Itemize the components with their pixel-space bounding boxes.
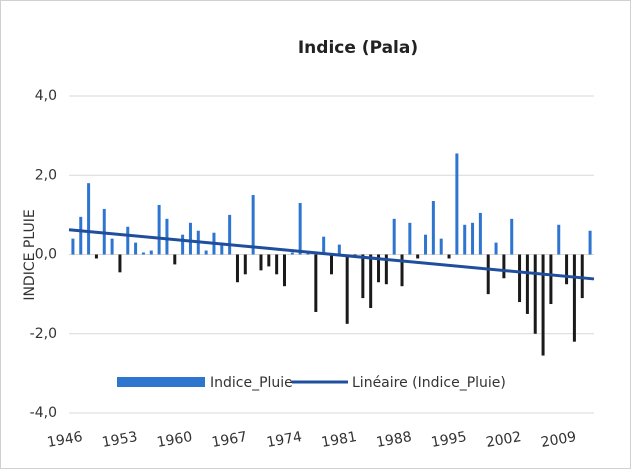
- bar: [259, 254, 263, 271]
- y-tick-label: 0,0: [35, 247, 57, 263]
- bar: [463, 224, 467, 255]
- bar: [181, 234, 185, 255]
- bar: [204, 250, 208, 255]
- x-tick-label: 1981: [320, 429, 358, 451]
- bar: [314, 254, 318, 312]
- bar: [525, 254, 529, 314]
- bar: [580, 254, 584, 299]
- trend-line: [68, 228, 595, 281]
- bar: [235, 254, 239, 283]
- chart-title: Indice (Pala): [298, 38, 418, 58]
- bar: [416, 254, 420, 259]
- bar: [533, 254, 537, 334]
- x-tick-label: 1974: [265, 429, 303, 451]
- bar: [118, 254, 122, 273]
- bar: [157, 204, 161, 255]
- bar: [330, 254, 333, 275]
- bar: [369, 254, 373, 308]
- x-tick-label: 1995: [430, 429, 468, 451]
- bar: [502, 254, 506, 279]
- bar: [431, 201, 435, 255]
- bar: [557, 224, 561, 255]
- legend-swatch: [117, 377, 205, 387]
- bar: [486, 254, 490, 295]
- bar: [377, 254, 381, 283]
- bar: [282, 254, 286, 287]
- bar: [384, 254, 388, 285]
- bar: [110, 238, 114, 255]
- y-tick-label: 4,0: [35, 88, 57, 104]
- bar: [79, 216, 83, 255]
- bar: [290, 252, 294, 255]
- bar: [188, 222, 192, 255]
- bar: [94, 254, 98, 259]
- bar: [141, 252, 145, 255]
- bar: [510, 218, 514, 255]
- bar: [243, 254, 247, 275]
- y-tick-label: -2,0: [30, 326, 57, 342]
- bar: [220, 242, 224, 255]
- bar: [337, 244, 341, 255]
- bar: [149, 250, 153, 255]
- bar: [471, 222, 475, 255]
- x-tick-label: 1960: [156, 429, 194, 451]
- bar: [549, 254, 553, 305]
- bar: [87, 183, 91, 255]
- x-tick-label: 1953: [101, 429, 139, 451]
- bar: [478, 212, 482, 255]
- bar: [518, 254, 522, 303]
- bar: [439, 238, 443, 255]
- legend-label: Indice_Pluie: [210, 375, 293, 391]
- bar: [541, 254, 545, 356]
- bar: [408, 222, 412, 255]
- bar: [361, 254, 365, 299]
- bar: [165, 218, 169, 255]
- y-axis-label: INDICE PLUIE: [22, 209, 38, 300]
- bar: [251, 195, 255, 255]
- bar: [565, 254, 569, 285]
- bar: [494, 242, 498, 255]
- x-tick-label: 2002: [485, 429, 523, 451]
- bar: [298, 202, 302, 255]
- bar: [228, 214, 232, 255]
- x-tick-label: 1988: [375, 429, 413, 451]
- bar: [455, 153, 459, 255]
- y-tick-label: -4,0: [30, 405, 57, 421]
- x-tick-label: 2009: [540, 429, 578, 451]
- bar: [134, 242, 138, 255]
- x-tick-label: 1967: [211, 429, 249, 451]
- bar: [267, 254, 271, 267]
- bar: [126, 226, 130, 255]
- bar: [392, 218, 396, 255]
- bar: [275, 254, 279, 275]
- bar: [173, 254, 177, 265]
- bar: [345, 254, 349, 324]
- bar: [71, 238, 75, 255]
- bar: [322, 236, 326, 255]
- bar: [400, 254, 404, 287]
- legend-label: Linéaire (Indice_Pluie): [352, 375, 506, 391]
- y-tick-label: 2,0: [35, 167, 57, 183]
- bar: [424, 234, 428, 255]
- bar: [572, 254, 576, 342]
- bar: [447, 254, 451, 259]
- bar: [588, 230, 592, 255]
- x-tick-label: 1946: [46, 429, 84, 451]
